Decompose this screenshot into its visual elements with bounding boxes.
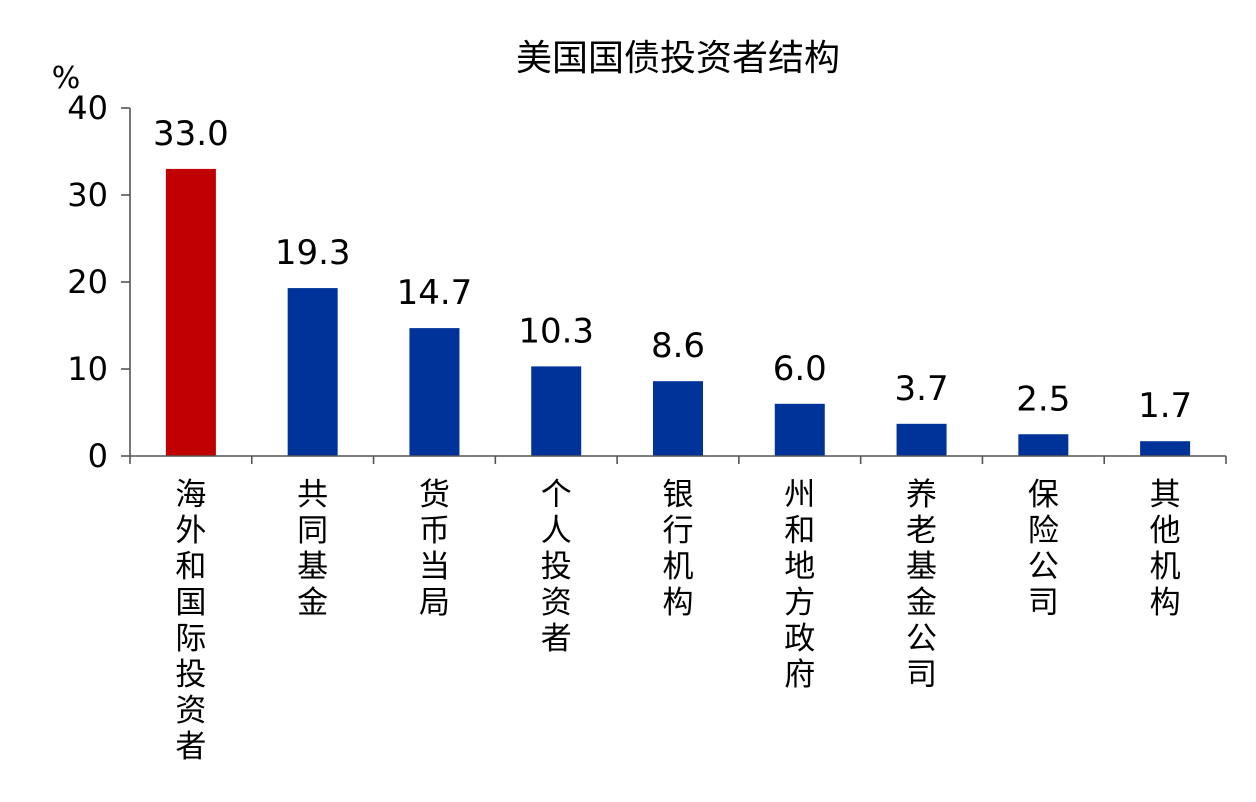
- chart-title: 美国国债投资者结构: [516, 38, 840, 79]
- bar: [165, 168, 216, 456]
- data-label: 6.0: [773, 349, 827, 389]
- y-tick-label: 10: [67, 350, 108, 388]
- bar: [896, 423, 947, 456]
- category-label: 其他机构: [1150, 477, 1181, 621]
- category-label: 个人投资者: [541, 477, 572, 657]
- x-axis: 海外和国际投资者 共同基金 货币当局 个人投资者 银行机构 州和地方政府 养老基金公司 保险公…: [129, 455, 1227, 765]
- bars: 33.0 19.3 14.7 10.3 8.6 6.0 3.7 2.5 1.7: [153, 114, 1192, 456]
- y-tick-label: 30: [67, 176, 108, 214]
- bar: [287, 288, 338, 456]
- category-label: 银行机构: [663, 477, 694, 621]
- y-tick-label: 40: [67, 89, 108, 127]
- y-tick-label: 0: [88, 437, 108, 475]
- y-tick-label: 20: [67, 263, 108, 301]
- bar: [1018, 434, 1069, 456]
- bar: [774, 403, 825, 456]
- bar: [653, 381, 703, 456]
- category-label: 保险公司: [1028, 477, 1059, 621]
- data-label: 10.3: [518, 311, 594, 351]
- data-label: 2.5: [1016, 379, 1070, 419]
- data-label: 33.0: [153, 114, 229, 154]
- data-label: 8.6: [651, 326, 705, 366]
- data-label: 19.3: [275, 233, 351, 273]
- category-label: 海外和国际投资者: [175, 477, 206, 765]
- bar: [409, 328, 460, 456]
- category-label: 养老基金公司: [906, 477, 937, 693]
- y-axis-unit-label: %: [52, 61, 81, 96]
- bar: [1140, 441, 1191, 456]
- y-axis: 0 10 20 30 40: [67, 89, 131, 475]
- data-label: 1.7: [1138, 386, 1192, 426]
- data-label: 14.7: [397, 273, 473, 313]
- category-label: 货币当局: [419, 477, 450, 621]
- bar: [531, 366, 582, 456]
- data-label: 3.7: [895, 369, 949, 409]
- category-label: 共同基金: [297, 477, 328, 621]
- category-label: 州和地方政府: [784, 477, 815, 693]
